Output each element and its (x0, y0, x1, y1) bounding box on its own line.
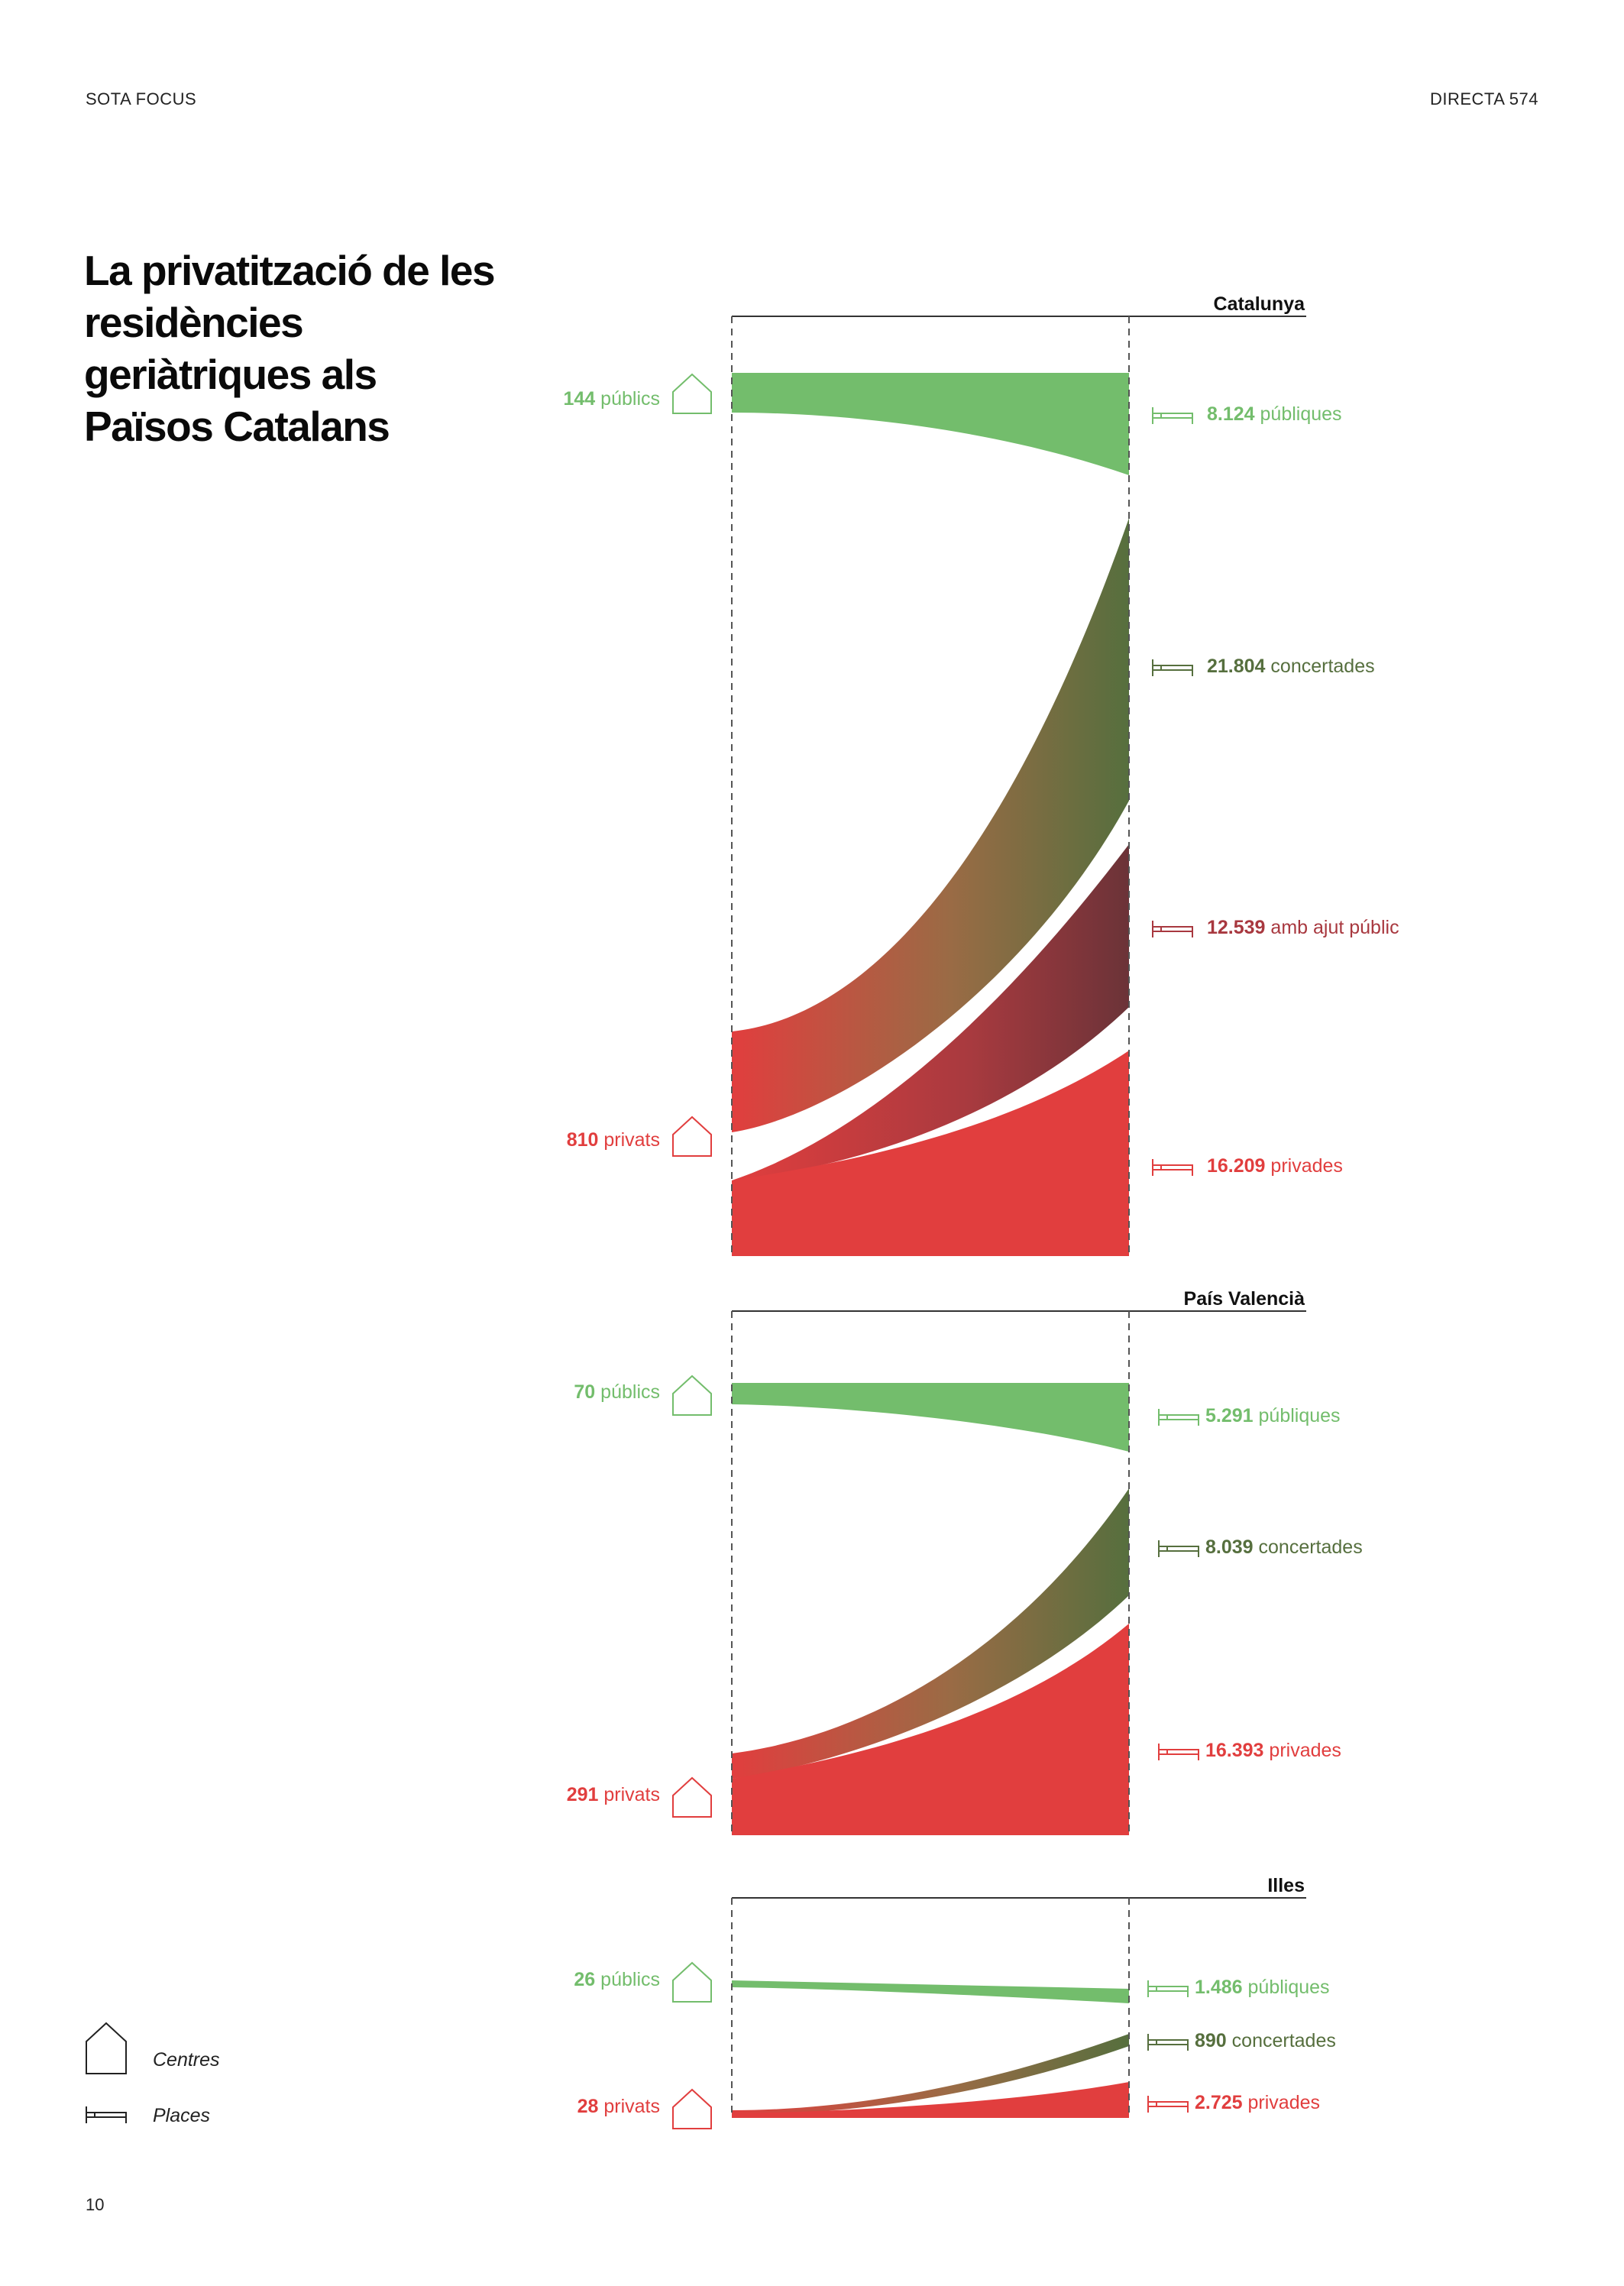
house-icon (672, 1776, 712, 1818)
flow-public (732, 373, 1129, 475)
places-label-privades: 2.725 privades (1195, 2092, 1320, 2113)
centres-label-private: 28 privats (577, 2096, 660, 2117)
page-title: La privatització de les residències geri… (84, 247, 496, 450)
centres-label-private: 810 privats (567, 1129, 660, 1151)
places-label-ajut: 12.539 amb ajut públic (1207, 917, 1399, 938)
region-name: País Valencià (1184, 1288, 1305, 1310)
places-label-concertades: 8.039 concertades (1205, 1536, 1363, 1558)
places-label-public: 5.291 públiques (1205, 1405, 1341, 1426)
flow-ajut-public (732, 844, 1129, 1180)
places-label-privades: 16.209 privades (1207, 1155, 1343, 1177)
region-pais-valencia: País Valencià 70 públics 291 privats 5.2… (567, 1288, 1363, 1835)
flow-public (732, 1383, 1129, 1452)
house-icon (672, 1961, 712, 2003)
places-label-public: 8.124 públiques (1207, 403, 1342, 425)
flow-public (732, 1980, 1129, 2003)
bed-icon (1147, 1980, 1189, 1997)
legend-places-label: Places (153, 2105, 211, 2126)
house-icon (86, 2022, 127, 2074)
house-icon (672, 1375, 712, 1416)
bed-icon (1152, 1159, 1193, 1176)
centres-label-public: 26 públics (574, 1969, 660, 1990)
centres-label-public: 144 públics (564, 388, 661, 410)
house-icon (672, 2088, 712, 2129)
bed-icon (1152, 659, 1193, 676)
flow-privades (732, 1624, 1129, 1835)
region-illes: Illes 26 públics 28 privats 1.486 públiq… (574, 1875, 1336, 2129)
flow-concertades (732, 518, 1129, 1132)
bed-icon (1152, 921, 1193, 937)
centres-label-private: 291 privats (567, 1784, 660, 1805)
bed-icon (1147, 2096, 1189, 2113)
places-label-concertades: 890 concertades (1195, 2030, 1336, 2051)
flow-concertades (732, 1488, 1129, 1779)
flow-privades (732, 1051, 1129, 1256)
page-number: 10 (86, 2195, 105, 2214)
region-catalunya: Catalunya 144 públics 810 privats 8.124 … (564, 293, 1399, 1256)
house-icon (672, 373, 712, 414)
flow-privades (732, 2082, 1129, 2118)
region-name: Catalunya (1214, 293, 1306, 315)
bed-icon (1147, 2034, 1189, 2051)
bed-icon (86, 2106, 127, 2123)
bed-icon (1158, 1540, 1199, 1557)
region-name: Illes (1267, 1875, 1305, 1896)
centres-label-public: 70 públics (574, 1381, 660, 1403)
places-label-concertades: 21.804 concertades (1207, 656, 1375, 677)
bed-icon (1152, 407, 1193, 424)
legend-centres-label: Centres (153, 2049, 220, 2071)
bed-icon (1158, 1409, 1199, 1426)
house-icon (672, 1115, 712, 1157)
places-label-public: 1.486 públiques (1195, 1977, 1330, 1998)
section-label: SOTA FOCUS (86, 89, 197, 108)
places-label-privades: 16.393 privades (1205, 1740, 1341, 1761)
bed-icon (1158, 1744, 1199, 1760)
issue-label: DIRECTA 574 (1429, 89, 1538, 108)
